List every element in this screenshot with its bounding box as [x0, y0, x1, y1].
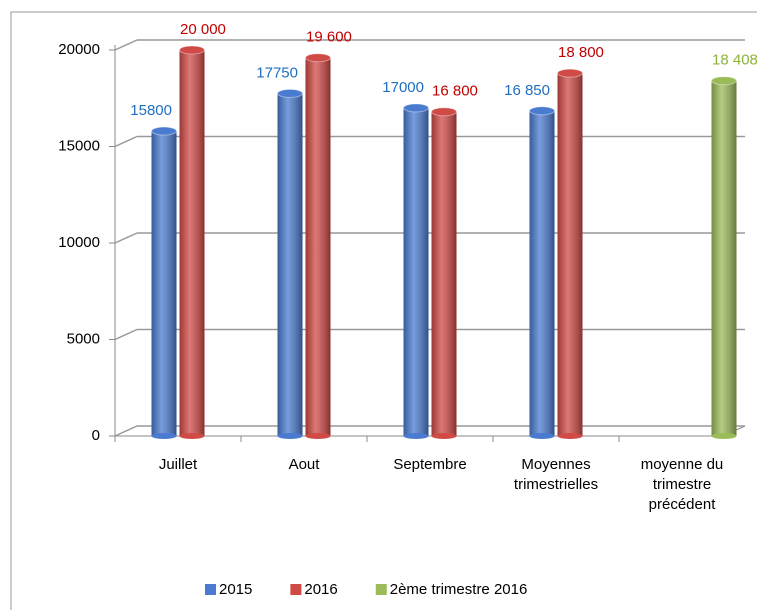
legend-swatch [375, 584, 387, 595]
value-label: 15800 [130, 102, 172, 119]
bar-base [557, 433, 583, 439]
bar-shade [305, 57, 331, 436]
bar-base [529, 433, 555, 439]
bar-base [305, 433, 331, 439]
bar-shade [711, 80, 737, 437]
legend-swatch [290, 584, 302, 595]
grid-line [114, 328, 138, 341]
legend-label: 2016 [304, 581, 337, 598]
value-label: 16 800 [432, 83, 478, 100]
bar-shade [179, 50, 205, 436]
x-tick-label: moyenne du trimestre précédent [640, 456, 724, 513]
x-tick-label: Moyennes trimestrielles [513, 456, 599, 493]
y-tick-label: 20000 [58, 41, 100, 58]
bar-shade [529, 110, 555, 437]
bar-shade [431, 111, 457, 436]
grid-line [114, 135, 138, 148]
bar-cap [151, 126, 177, 136]
value-label: 17750 [256, 64, 298, 81]
bar-shade [151, 131, 177, 436]
bar-cap [431, 107, 457, 117]
y-tick-label: 5000 [67, 330, 100, 347]
legend-label: 2015 [219, 581, 252, 598]
bar-cap [305, 53, 331, 63]
value-label: 17000 [382, 79, 424, 96]
bar-cap [711, 76, 737, 86]
bar-base [403, 433, 429, 439]
value-label: 16 850 [504, 82, 550, 99]
grid-line [114, 232, 138, 244]
value-label: 20 000 [180, 21, 226, 38]
y-tick-label: 0 [92, 427, 100, 444]
bar-base [711, 433, 737, 439]
y-tick-label: 10000 [58, 234, 100, 251]
bar-cap [179, 45, 205, 55]
bar-shade [277, 93, 303, 437]
legend-swatch [205, 584, 216, 595]
bar-cap [277, 88, 303, 98]
bar-cap [403, 103, 429, 113]
bar-shade [403, 107, 429, 437]
bar-base [151, 433, 177, 439]
grid-line [114, 39, 138, 51]
frame [10, 11, 757, 610]
bar-cap [557, 68, 583, 78]
x-tick-label: Aout [288, 456, 320, 473]
value-label: 19 600 [306, 29, 352, 46]
bar-base [179, 433, 205, 439]
bar-base [431, 433, 457, 439]
value-label: 18 408 [712, 52, 757, 69]
x-tick-label: Juillet [158, 456, 198, 473]
grid-line [114, 425, 138, 437]
y-tick-label: 15000 [58, 137, 100, 154]
x-tick-label: Septembre [393, 456, 467, 473]
legend-label: 2ème trimestre 2016 [390, 581, 528, 598]
bar-cap [529, 106, 555, 116]
bar-shade [557, 73, 583, 436]
value-label: 18 800 [558, 44, 604, 61]
bar-base [277, 433, 303, 439]
